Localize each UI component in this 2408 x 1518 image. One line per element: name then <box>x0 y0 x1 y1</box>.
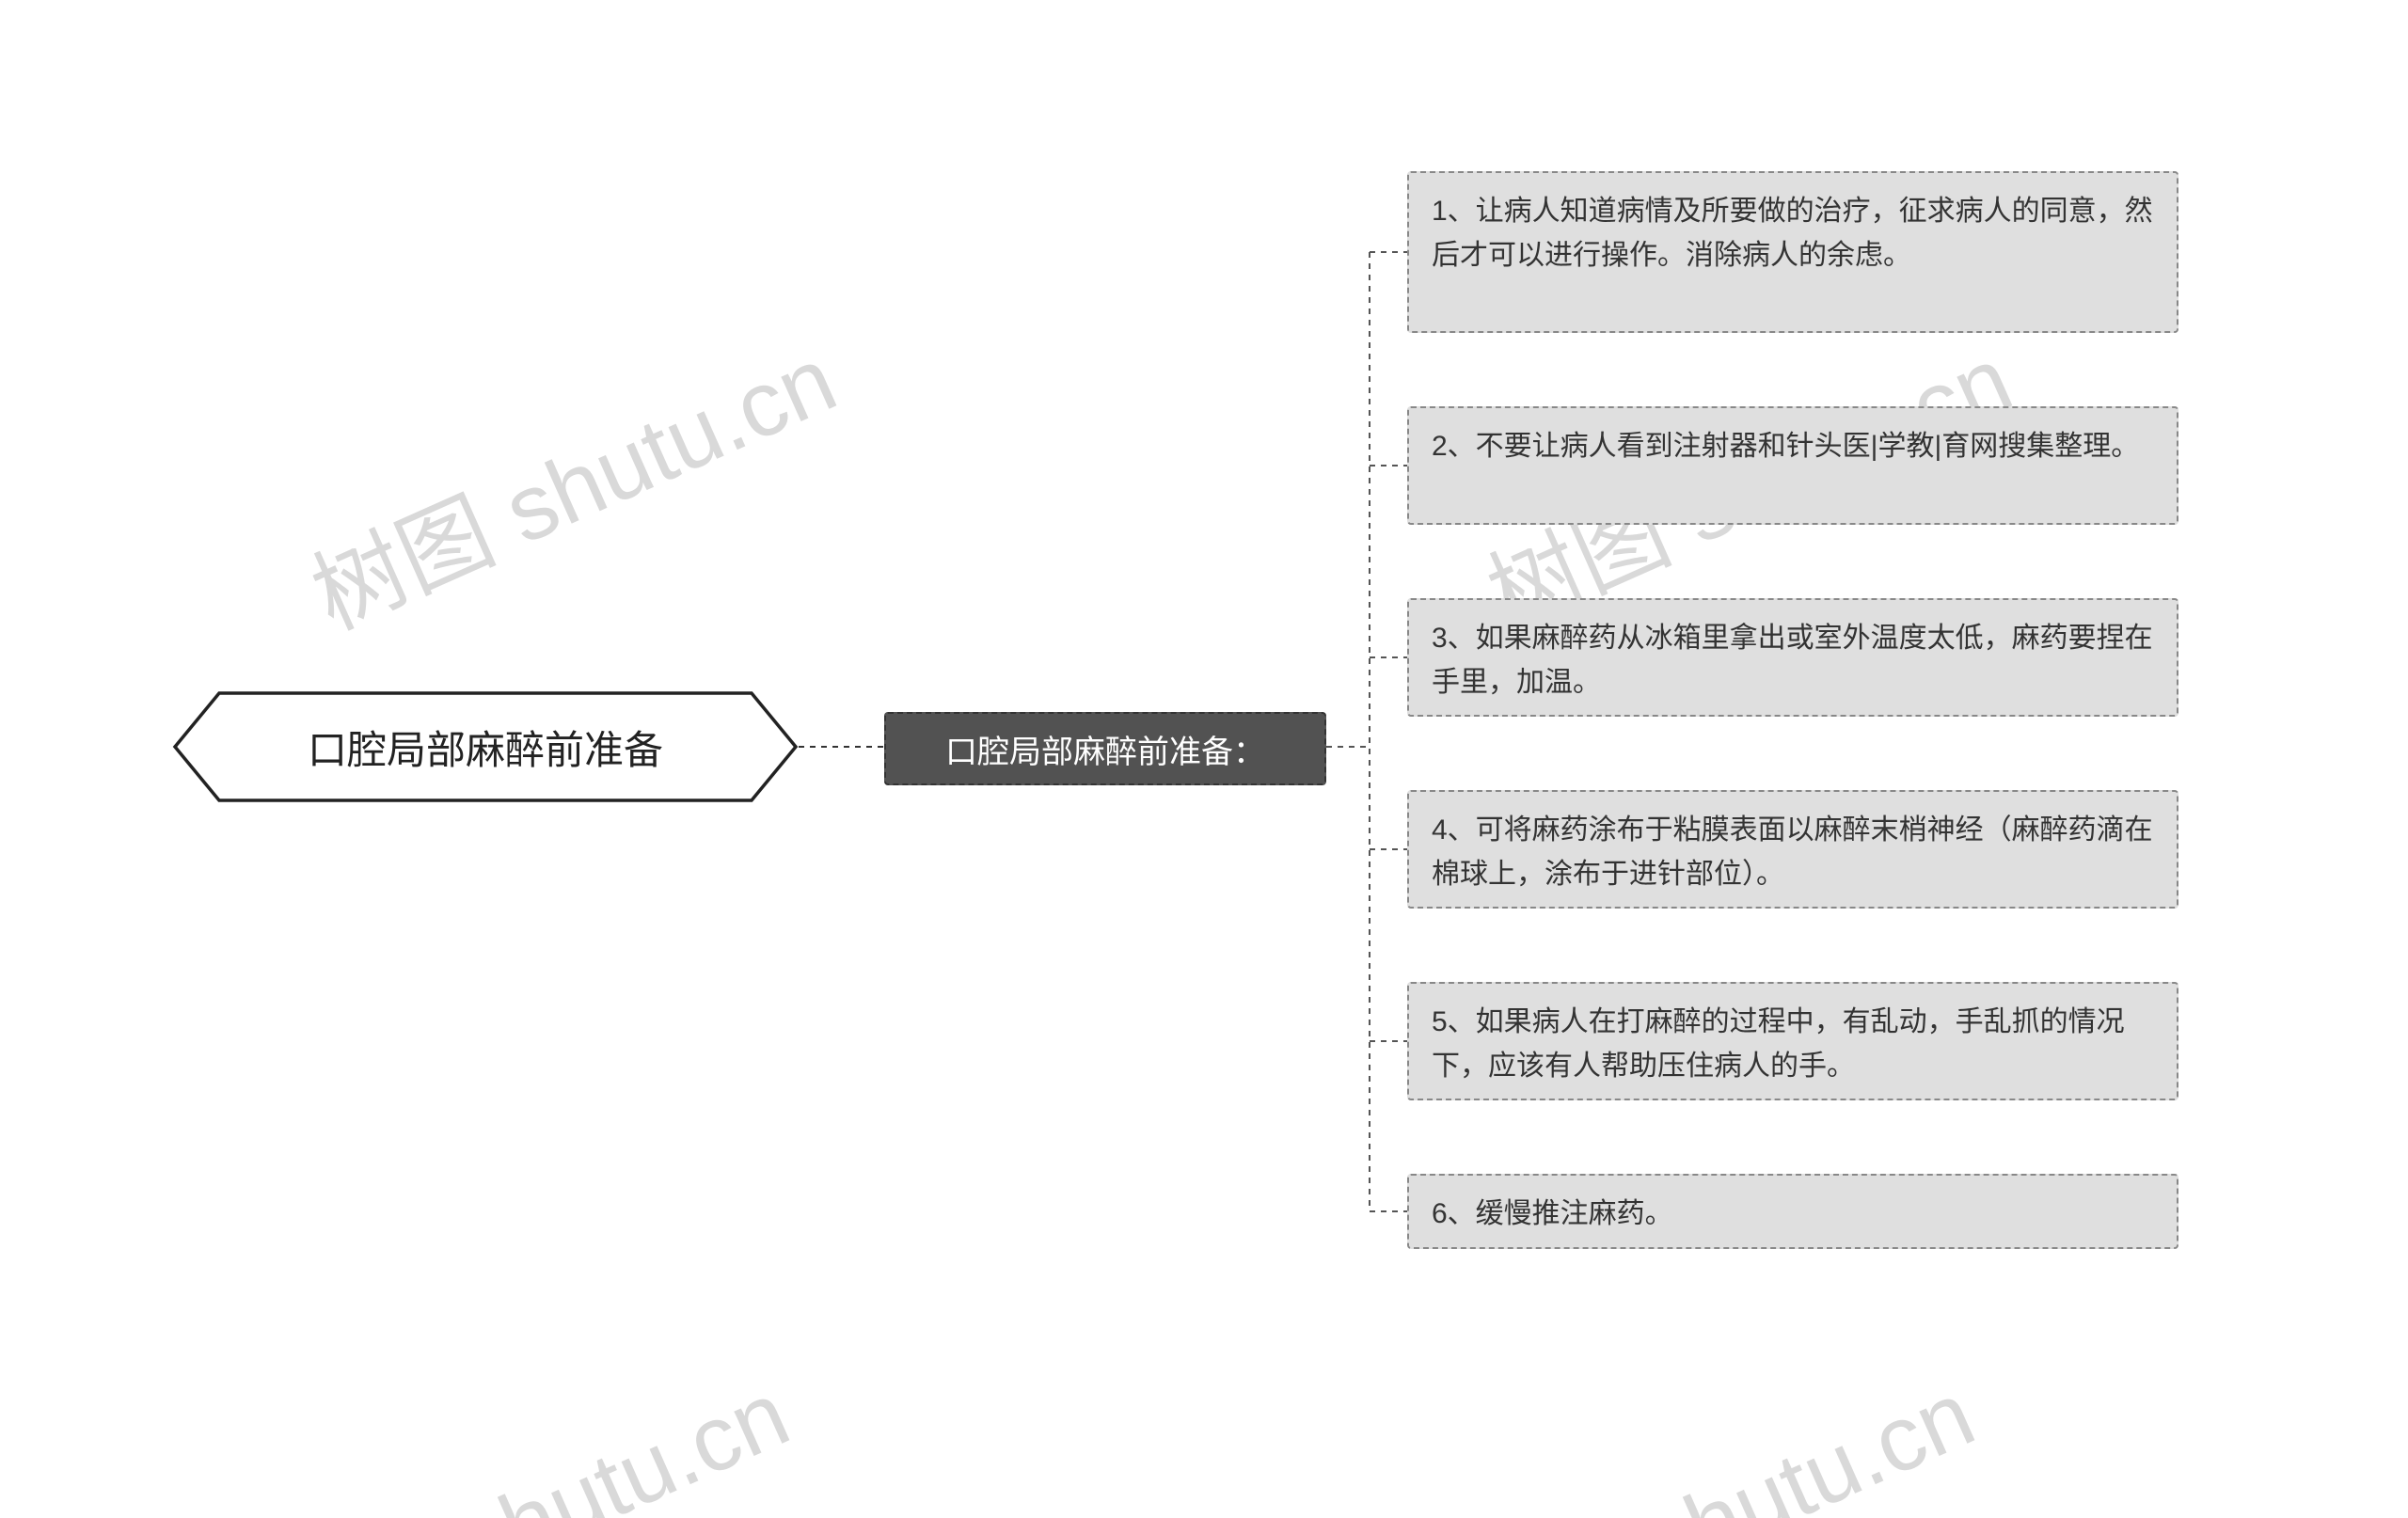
leaf-text: 6、缓慢推注麻药。 <box>1432 1198 1673 1229</box>
leaf-text: 5、如果病人在打麻醉的过程中，有乱动，手乱抓的情况下，应该有人帮助压住病人的手。 <box>1432 1006 2125 1082</box>
root-node: 口腔局部麻醉前准备 <box>172 690 799 803</box>
watermark: 树图 shutu.cn <box>242 1340 806 1518</box>
mid-node: 口腔局部麻醉前准备： <box>884 712 1326 785</box>
leaf-text: 4、可将麻药涂布于粘膜表面以麻醉末梢神经（麻醉药滴在棉球上，涂布于进针部位）。 <box>1432 814 2153 890</box>
watermark: 树图 shutu.cn <box>1427 1340 1991 1518</box>
watermark: 树图 shutu.cn <box>289 306 853 655</box>
root-label: 口腔局部麻醉前准备 <box>308 719 663 776</box>
leaf-node-5: 5、如果病人在打麻醉的过程中，有乱动，手乱抓的情况下，应该有人帮助压住病人的手。 <box>1407 982 2178 1100</box>
leaf-text: 2、不要让病人看到注射器和针头医|学教|育网搜集整理。 <box>1432 431 2139 462</box>
mid-label: 口腔局部麻醉前准备： <box>945 726 1265 772</box>
leaf-node-2: 2、不要让病人看到注射器和针头医|学教|育网搜集整理。 <box>1407 406 2178 525</box>
leaf-text: 3、如果麻醉药从冰箱里拿出或室外温度太低，麻药要捏在手里，加温。 <box>1432 623 2153 698</box>
leaf-node-6: 6、缓慢推注麻药。 <box>1407 1174 2178 1249</box>
leaf-node-4: 4、可将麻药涂布于粘膜表面以麻醉末梢神经（麻醉药滴在棉球上，涂布于进针部位）。 <box>1407 790 2178 909</box>
leaf-node-1: 1、让病人知道病情及所要做的治疗，征求病人的同意，然后才可以进行操作。消除病人的… <box>1407 171 2178 333</box>
mindmap-canvas: 树图 shutu.cn 树图 shutu.cn 树图 shutu.cn 树图 s… <box>0 0 2408 1518</box>
leaf-text: 1、让病人知道病情及所要做的治疗，征求病人的同意，然后才可以进行操作。消除病人的… <box>1432 196 2153 271</box>
leaf-node-3: 3、如果麻醉药从冰箱里拿出或室外温度太低，麻药要捏在手里，加温。 <box>1407 598 2178 717</box>
